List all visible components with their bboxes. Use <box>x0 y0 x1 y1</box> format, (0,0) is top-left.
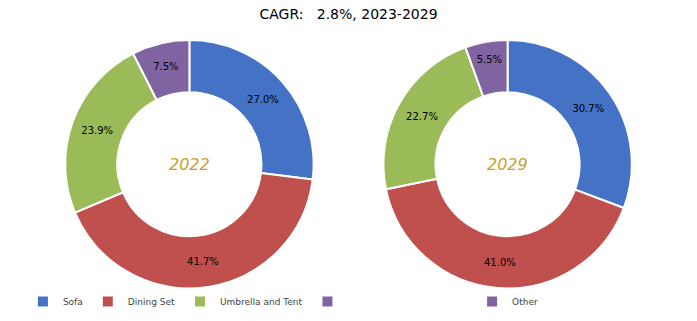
svg-text:CAGR: 2.8%, 2023-2029: CAGR: 2.8%, 2023-2029 <box>259 6 437 22</box>
svg-text:41.7%: 41.7% <box>187 256 219 267</box>
svg-text:30.7%: 30.7% <box>572 103 604 114</box>
svg-text:Dining Set: Dining Set <box>128 297 175 307</box>
svg-text:41.0%: 41.0% <box>484 257 516 268</box>
svg-text:2029: 2029 <box>487 155 528 174</box>
svg-text:2022: 2022 <box>169 155 210 174</box>
svg-text:Sofa: Sofa <box>63 297 83 307</box>
svg-text:27.0%: 27.0% <box>247 94 279 105</box>
svg-text:7.5%: 7.5% <box>153 61 178 72</box>
svg-text:23.9%: 23.9% <box>81 125 113 136</box>
svg-text:Umbrella and Tent: Umbrella and Tent <box>220 297 302 307</box>
svg-text:5.5%: 5.5% <box>477 54 502 65</box>
svg-text:22.7%: 22.7% <box>406 111 438 122</box>
svg-text:Other: Other <box>512 297 538 307</box>
